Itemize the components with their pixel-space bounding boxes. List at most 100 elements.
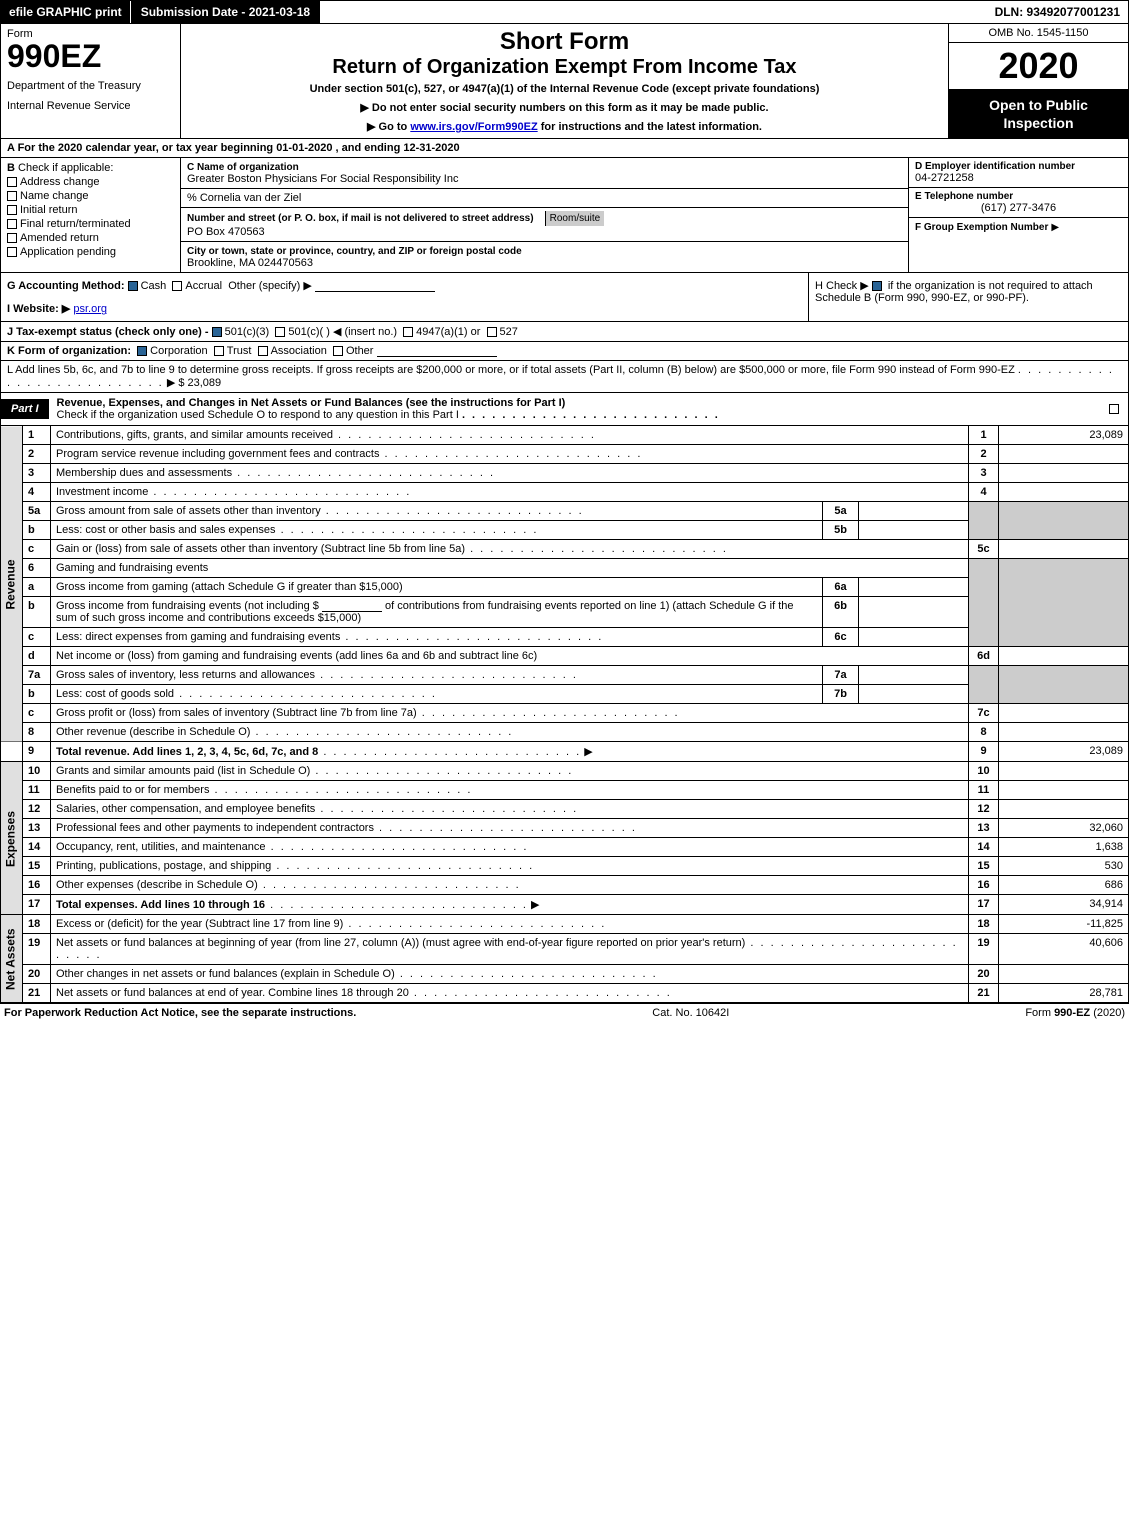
line-11: 11Benefits paid to or for members11 [1, 781, 1129, 800]
line-18: Net Assets 18Excess or (deficit) for the… [1, 915, 1129, 934]
part1-checkbox[interactable] [1103, 399, 1128, 419]
line-2: 2Program service revenue including gover… [1, 445, 1129, 464]
checkbox-other-org[interactable] [333, 346, 343, 356]
care-of: % Cornelia van der Ziel [187, 192, 301, 204]
checkbox-association[interactable] [258, 346, 268, 356]
line-6: 6Gaming and fundraising events [1, 559, 1129, 578]
c-name-label: C Name of organization [187, 162, 299, 173]
irs-label: Internal Revenue Service [7, 100, 174, 112]
header-center: Short Form Return of Organization Exempt… [181, 24, 948, 138]
d-ein-value: 04-2721258 [915, 172, 1122, 184]
tax-year: 2020 [949, 43, 1128, 90]
line-7b: bLess: cost of goods sold 7b [1, 685, 1129, 704]
line-21: 21Net assets or fund balances at end of … [1, 984, 1129, 1003]
section-b: B Check if applicable: Address change Na… [1, 158, 181, 272]
checkbox-4947[interactable] [403, 327, 413, 337]
side-expenses: Expenses [1, 762, 23, 915]
e-phone-label: E Telephone number [915, 191, 1122, 202]
part1-check-line: Check if the organization used Schedule … [57, 409, 459, 421]
checkbox-cash[interactable] [128, 281, 138, 291]
footer-center: Cat. No. 10642I [652, 1007, 729, 1019]
line-6d: dNet income or (loss) from gaming and fu… [1, 647, 1129, 666]
opt-corporation: Corporation [150, 345, 207, 357]
section-h: H Check ▶ if the organization is not req… [808, 273, 1128, 321]
line-10: Expenses 10Grants and similar amounts pa… [1, 762, 1129, 781]
line-3: 3Membership dues and assessments 3 [1, 464, 1129, 483]
omb-number: OMB No. 1545-1150 [949, 24, 1128, 43]
j-label: J Tax-exempt status (check only one) - [7, 326, 212, 338]
opt-other-org: Other [346, 345, 374, 357]
f-group-label: F Group Exemption Number [915, 222, 1048, 233]
header-left: Form 990EZ Department of the Treasury In… [1, 24, 181, 138]
checkbox-527[interactable] [487, 327, 497, 337]
line-7a: 7aGross sales of inventory, less returns… [1, 666, 1129, 685]
other-label: Other (specify) ▶ [228, 280, 312, 292]
line-5a: 5aGross amount from sale of assets other… [1, 502, 1129, 521]
opt-association: Association [271, 345, 327, 357]
line-6a: aGross income from gaming (attach Schedu… [1, 578, 1129, 597]
section-c: C Name of organization Greater Boston Ph… [181, 158, 908, 272]
checkbox-name-change[interactable]: Name change [7, 190, 174, 202]
checkbox-corporation[interactable] [137, 346, 147, 356]
l-amount-label: ▶ $ [167, 377, 185, 389]
checkbox-application-pending[interactable]: Application pending [7, 246, 174, 258]
lines-table: Revenue 1 Contributions, gifts, grants, … [0, 426, 1129, 1003]
l-text: L Add lines 5b, 6c, and 7b to line 9 to … [7, 364, 1015, 376]
part1-title: Revenue, Expenses, and Changes in Net As… [49, 393, 1103, 425]
l-amount: 23,089 [188, 377, 222, 389]
part1-header: Part I Revenue, Expenses, and Changes in… [0, 393, 1129, 426]
checkbox-initial-return[interactable]: Initial return [7, 204, 174, 216]
d-ein-label: D Employer identification number [915, 161, 1122, 172]
instr-goto-post: for instructions and the latest informat… [541, 121, 762, 133]
website-link[interactable]: psr.org [73, 303, 107, 315]
department-label: Department of the Treasury [7, 80, 174, 92]
checkbox-address-change[interactable]: Address change [7, 176, 174, 188]
info-grid: B Check if applicable: Address change Na… [0, 158, 1129, 273]
accrual-label: Accrual [185, 280, 222, 292]
side-revenue: Revenue [1, 426, 23, 742]
opt-trust: Trust [227, 345, 252, 357]
line-19: 19Net assets or fund balances at beginni… [1, 934, 1129, 965]
city-value: Brookline, MA 024470563 [187, 257, 313, 269]
cash-label: Cash [141, 280, 167, 292]
line-15: 15Printing, publications, postage, and s… [1, 857, 1129, 876]
line-1: Revenue 1 Contributions, gifts, grants, … [1, 426, 1129, 445]
k-label: K Form of organization: [7, 345, 131, 357]
topbar-spacer [320, 1, 986, 23]
room-suite-label: Room/suite [545, 211, 605, 226]
org-name: Greater Boston Physicians For Social Res… [187, 173, 458, 185]
checkbox-501c3[interactable] [212, 327, 222, 337]
title-return: Return of Organization Exempt From Incom… [191, 56, 938, 79]
checkbox-final-return[interactable]: Final return/terminated [7, 218, 174, 230]
section-l: L Add lines 5b, 6c, and 7b to line 9 to … [0, 361, 1129, 393]
subtitle: Under section 501(c), 527, or 4947(a)(1)… [191, 83, 938, 95]
line-5b: bLess: cost or other basis and sales exp… [1, 521, 1129, 540]
line-5c: cGain or (loss) from sale of assets othe… [1, 540, 1129, 559]
period-line-a: A For the 2020 calendar year, or tax yea… [0, 139, 1129, 158]
efile-print-button[interactable]: efile GRAPHIC print [1, 1, 131, 23]
other-specify-field[interactable] [315, 291, 435, 292]
e-phone-value: (617) 277-3476 [915, 202, 1122, 214]
opt-501c3: 501(c)(3) [225, 326, 270, 338]
i-website-label: I Website: ▶ [7, 303, 70, 315]
section-b-label: B [7, 162, 15, 174]
checkbox-501c[interactable] [275, 327, 285, 337]
line-17: 17Total expenses. Add lines 10 through 1… [1, 895, 1129, 915]
line-4: 4Investment income 4 [1, 483, 1129, 502]
section-g: G Accounting Method: Cash Accrual Other … [1, 273, 808, 321]
opt-527: 527 [500, 326, 518, 338]
irs-link[interactable]: www.irs.gov/Form990EZ [410, 121, 537, 133]
checkbox-accrual[interactable] [172, 281, 182, 291]
section-k: K Form of organization: Corporation Trus… [0, 342, 1129, 361]
checkbox-trust[interactable] [214, 346, 224, 356]
checkbox-schedule-b[interactable] [872, 281, 882, 291]
instr-goto-pre: ▶ Go to [367, 121, 410, 133]
opt-4947: 4947(a)(1) or [416, 326, 480, 338]
line-20: 20Other changes in net assets or fund ba… [1, 965, 1129, 984]
line-12: 12Salaries, other compensation, and empl… [1, 800, 1129, 819]
street-value: PO Box 470563 [187, 226, 265, 238]
other-org-field[interactable] [377, 356, 497, 357]
checkbox-amended-return[interactable]: Amended return [7, 232, 174, 244]
city-label: City or town, state or province, country… [187, 246, 522, 257]
footer-left: For Paperwork Reduction Act Notice, see … [4, 1007, 356, 1019]
